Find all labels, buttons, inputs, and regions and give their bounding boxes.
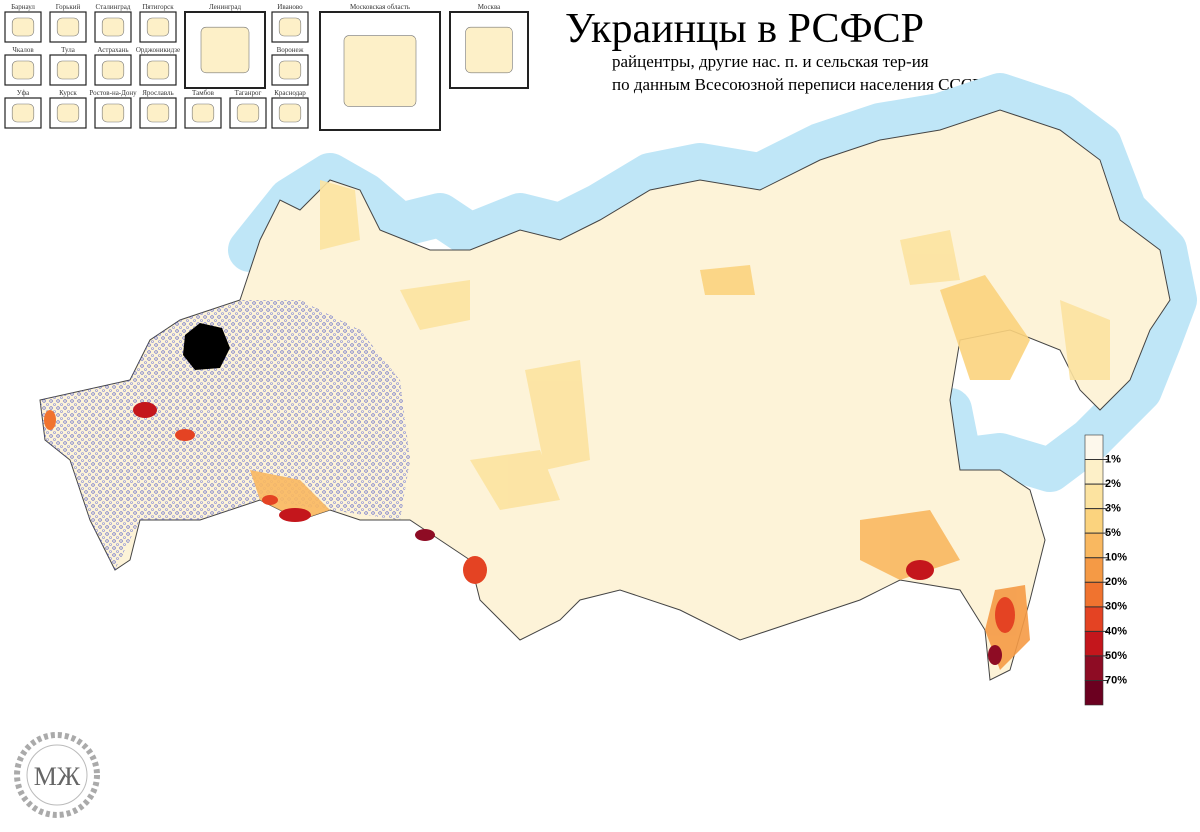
inset-shape (56, 103, 80, 123)
inset-label: Барнаул (11, 3, 35, 11)
inset-label: Московская область (350, 3, 410, 11)
inset-frame (4, 97, 42, 129)
legend-swatch (1084, 631, 1104, 657)
inset-label: Чкалов (12, 46, 34, 54)
legend-swatch (1084, 459, 1104, 485)
inset-shape (191, 103, 215, 123)
legend-swatch (1084, 581, 1104, 608)
inset-label: Ленинград (209, 3, 242, 11)
map-body (39, 73, 1197, 681)
subtitle-line: по данным Всесоюзной переписи населения … (612, 75, 1033, 94)
inset-shape (146, 17, 170, 37)
moscow (183, 323, 230, 370)
inset-shape (278, 60, 302, 80)
inset-label: Ярославль (142, 89, 173, 97)
logo-text: МЖ (34, 762, 81, 791)
inset-shape (101, 60, 125, 80)
inset-label: Орджоникидзе (136, 46, 180, 54)
inset-shape (343, 35, 417, 107)
inset-label: Пятигорск (142, 3, 174, 11)
inset-shape (146, 60, 170, 80)
inset-label: Иваново (277, 3, 303, 11)
subtitle-line: райцентры, другие нас. п. и сельская тер… (612, 52, 929, 71)
legend-swatch (1084, 483, 1104, 509)
inset-shape (11, 17, 35, 37)
inset-label: Тамбов (192, 89, 215, 97)
inset-label: Москва (478, 3, 501, 11)
inset-shape (236, 103, 260, 123)
legend-swatch (1084, 434, 1104, 460)
logo: МЖ (14, 732, 100, 818)
legend-label: 5% (1105, 527, 1121, 539)
inset-label: Горький (56, 3, 81, 11)
inset-label: Таганрог (235, 89, 262, 97)
inset-label: Ростов-на-Дону (89, 89, 137, 97)
legend-label: 10% (1105, 552, 1127, 564)
inset-shape (11, 60, 35, 80)
legend-swatch (1084, 680, 1104, 706)
inset-label: Астрахань (97, 46, 128, 54)
sea (228, 73, 1197, 492)
legend-swatch (1084, 532, 1104, 559)
inset-label: Воронеж (277, 46, 304, 54)
inset-shape (101, 17, 125, 37)
title: Украинцы в РСФСР (565, 6, 924, 52)
inset-shape (11, 103, 35, 123)
legend-label: 1% (1105, 453, 1121, 465)
legend-label: 3% (1105, 503, 1121, 515)
inset-label: Сталинград (96, 3, 131, 11)
inset-label: Курск (59, 89, 77, 97)
inset-group: Барнаул Горький Сталинград Пятигорск Ленингр… (4, 3, 529, 131)
legend-label: 20% (1105, 576, 1127, 588)
inset-label: Тула (61, 46, 76, 54)
inset-label: Краснодар (274, 89, 306, 97)
legend-swatch (1084, 508, 1104, 534)
high-share-areas (44, 402, 1015, 665)
legend-label: 2% (1105, 478, 1121, 490)
inset-shape (278, 17, 302, 37)
legend-label: 40% (1105, 625, 1127, 637)
legend-swatch (1084, 655, 1104, 681)
inset-shape (101, 103, 125, 123)
inset-shape (200, 26, 250, 74)
inset-shape (56, 60, 80, 80)
legend-label: 30% (1105, 601, 1127, 613)
inset-shape (465, 26, 513, 74)
inset-shape (278, 103, 302, 123)
legend: 1% 2% 3% 5% 10% 20% 30% 40% 50% 70% (1084, 434, 1127, 706)
inset-shape (146, 103, 170, 123)
inset-label: Уфа (17, 89, 30, 97)
legend-label: 50% (1105, 650, 1127, 662)
inset-shape (56, 17, 80, 37)
legend-swatch (1084, 557, 1104, 583)
legend-label: 70% (1105, 674, 1127, 686)
legend-swatch (1084, 606, 1104, 632)
